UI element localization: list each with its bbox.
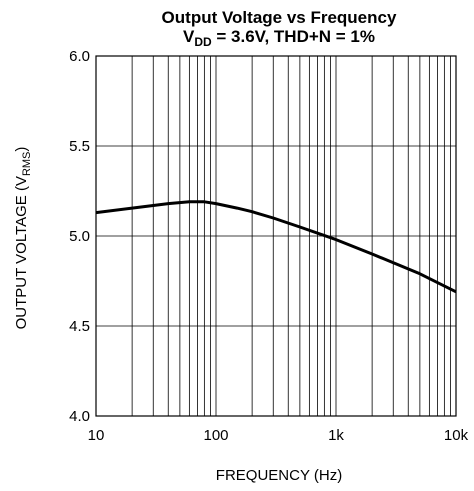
x-tick-label: 100 [203, 427, 228, 444]
x-tick-label: 10 [88, 427, 105, 444]
y-tick-label: 4.0 [69, 408, 90, 425]
y-tick-label: 6.0 [69, 48, 90, 65]
chart-title: Output Voltage vs Frequency [162, 8, 397, 27]
plot-frame [95, 55, 457, 417]
y-tick-labels: 4.0 4.5 5.0 5.5 6.0 [69, 48, 90, 425]
y-axis-label: OUTPUT VOLTAGE (VRMS) [13, 147, 33, 330]
series-layer [95, 200, 457, 294]
series-line [95, 200, 457, 294]
y-tick-label: 5.5 [69, 138, 90, 155]
y-tick-label: 5.0 [69, 228, 90, 245]
x-tick-labels: 10 100 1k 10k [88, 427, 469, 444]
x-tick-label: 1k [328, 427, 344, 444]
x-tick-label: 10k [444, 427, 469, 444]
chart-subtitle: VDD = 3.6V, THD+N = 1% [183, 27, 375, 49]
grid-lines [95, 55, 456, 417]
y-tick-label: 4.5 [69, 318, 90, 335]
x-axis-label: FREQUENCY (Hz) [216, 467, 342, 484]
